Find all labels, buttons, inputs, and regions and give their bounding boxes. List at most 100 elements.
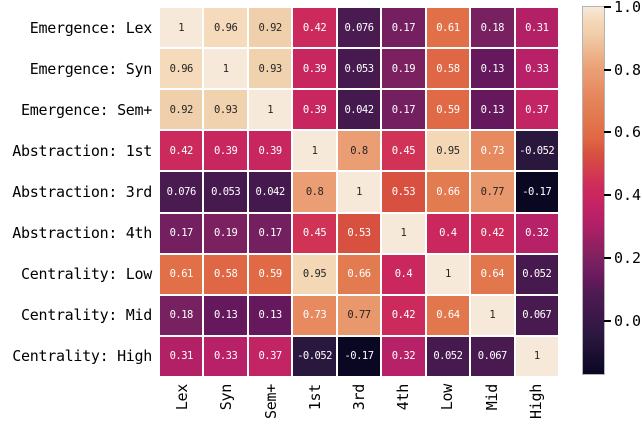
heatmap-grid: 1 0.96 0.92 0.42 0.076 0.17 0.61 0.18 0.31 0.96 1 0… bbox=[160, 8, 558, 376]
heatmap-cell: 1 bbox=[382, 213, 425, 253]
heatmap-cell: 0.93 bbox=[204, 90, 247, 130]
heatmap-cell: 0.052 bbox=[426, 336, 470, 376]
heatmap-cell: 0.076 bbox=[337, 8, 381, 48]
x-tick-label: Lex bbox=[173, 384, 192, 411]
heatmap-cell: 0.42 bbox=[471, 213, 514, 253]
heatmap-cell: 0.96 bbox=[204, 8, 247, 48]
heatmap-cell: 0.052 bbox=[515, 254, 558, 294]
heatmap-cell: 0.37 bbox=[515, 90, 558, 130]
colorbar-tick-mark bbox=[604, 319, 611, 322]
colorbar-tick-label: 1.0 bbox=[614, 0, 642, 16]
x-tick-label-slot: Sem+ bbox=[248, 377, 292, 427]
heatmap-cell: 0.95 bbox=[293, 254, 336, 294]
x-tick-label: 3rd bbox=[349, 384, 368, 411]
x-axis-tick-labels: Lex Syn Sem+ 1st 3rd 4th Low Mid High bbox=[160, 377, 558, 427]
heatmap-cell: 0.17 bbox=[382, 8, 425, 48]
heatmap-cell: 0.4 bbox=[426, 213, 470, 253]
colorbar-tick-mark bbox=[604, 256, 611, 259]
heatmap-cell: 0.58 bbox=[204, 254, 247, 294]
heatmap-cell: 0.77 bbox=[471, 172, 514, 212]
x-tick-label: Syn bbox=[217, 384, 236, 411]
x-tick-label-slot: 3rd bbox=[337, 377, 381, 427]
y-tick-label: Emergence: Lex bbox=[29, 19, 153, 38]
x-tick-label: Low bbox=[438, 384, 457, 411]
heatmap-cell: 0.53 bbox=[337, 213, 381, 253]
y-tick-label: Abstraction: 3rd bbox=[12, 183, 152, 201]
heatmap-cell: 0.33 bbox=[204, 336, 247, 376]
heatmap-cell: 0.42 bbox=[160, 131, 203, 171]
heatmap-cell: 0.19 bbox=[382, 49, 425, 89]
y-tick-label: Centrality: Low bbox=[21, 264, 152, 283]
x-tick-label-slot: 1st bbox=[293, 377, 337, 427]
colorbar-tick-label: 0.0 bbox=[614, 311, 642, 330]
heatmap-cell: 0.13 bbox=[471, 90, 514, 130]
heatmap-cell: 0.39 bbox=[293, 90, 336, 130]
heatmap-cell: 0.17 bbox=[248, 213, 292, 253]
colorbar-gradient bbox=[582, 6, 605, 375]
heatmap-cell: 0.32 bbox=[382, 336, 425, 376]
heatmap-cell: 0.042 bbox=[248, 172, 292, 212]
x-tick-label-slot: Mid bbox=[470, 377, 514, 427]
heatmap-cell: 0.45 bbox=[293, 213, 336, 253]
heatmap-cell: 0.8 bbox=[293, 172, 336, 212]
heatmap-cell: 0.067 bbox=[471, 336, 514, 376]
y-tick-label: Emergence: Syn bbox=[29, 60, 153, 79]
heatmap-cell: 0.61 bbox=[426, 8, 470, 48]
colorbar-tick-label: 0.4 bbox=[614, 186, 642, 205]
heatmap-cell: 1 bbox=[248, 90, 292, 130]
y-tick-label: Abstraction: 1st bbox=[12, 142, 152, 161]
heatmap-cell: 0.18 bbox=[160, 295, 203, 335]
heatmap-cell: 0.37 bbox=[248, 336, 292, 376]
heatmap-cell: 0.053 bbox=[204, 172, 247, 212]
heatmap-cell: -0.17 bbox=[337, 336, 381, 376]
heatmap-cell: 0.17 bbox=[382, 90, 425, 130]
x-tick-label-slot: Syn bbox=[204, 377, 248, 427]
heatmap-cell: 0.13 bbox=[248, 295, 292, 335]
x-tick-label-slot: 4th bbox=[381, 377, 425, 427]
heatmap-cell: -0.052 bbox=[293, 336, 336, 376]
x-tick-label: 1st bbox=[305, 384, 324, 411]
heatmap-cell: 0.32 bbox=[515, 213, 558, 253]
heatmap-cell: 0.39 bbox=[204, 131, 247, 171]
heatmap-cell: 0.59 bbox=[248, 254, 292, 294]
y-tick-label: Centrality: High bbox=[12, 346, 152, 365]
colorbar-tick-mark bbox=[604, 131, 611, 134]
colorbar-tick-mark bbox=[604, 6, 611, 8]
heatmap-cell: 0.96 bbox=[160, 49, 203, 89]
heatmap-cell: 0.042 bbox=[337, 90, 381, 130]
heatmap-cell: 0.31 bbox=[515, 8, 558, 48]
heatmap-cell: 0.18 bbox=[471, 8, 514, 48]
heatmap-cell: 0.92 bbox=[160, 90, 203, 130]
heatmap-cell: 0.95 bbox=[426, 131, 470, 171]
x-tick-label: High bbox=[526, 384, 545, 419]
heatmap-cell: 0.42 bbox=[293, 8, 336, 48]
heatmap-cell: 1 bbox=[160, 8, 203, 48]
colorbar-tick-label: 0.2 bbox=[614, 248, 642, 267]
heatmap-cell: 0.73 bbox=[471, 131, 514, 171]
x-tick-label-slot: Low bbox=[425, 377, 469, 427]
y-tick-label: Centrality: Mid bbox=[21, 305, 152, 324]
heatmap-cell: 0.19 bbox=[204, 213, 247, 253]
x-tick-label-slot: High bbox=[514, 377, 558, 427]
heatmap-cell: 0.076 bbox=[160, 172, 203, 212]
heatmap-cell: 1 bbox=[426, 254, 470, 294]
x-tick-label: 4th bbox=[394, 384, 413, 411]
x-tick-label-slot: Lex bbox=[160, 377, 204, 427]
colorbar-tick-label: 0.8 bbox=[614, 60, 642, 79]
heatmap-cell: 0.45 bbox=[382, 131, 425, 171]
heatmap-cell: 0.73 bbox=[293, 295, 336, 335]
heatmap-cell: 0.33 bbox=[515, 49, 558, 89]
heatmap-cell: 0.17 bbox=[160, 213, 203, 253]
heatmap-cell: 0.64 bbox=[471, 254, 514, 294]
heatmap-cell: 0.13 bbox=[204, 295, 247, 335]
heatmap-cell: -0.052 bbox=[515, 131, 558, 171]
heatmap-cell: 0.59 bbox=[426, 90, 470, 130]
y-tick-label: Emergence: Sem+ bbox=[21, 101, 152, 120]
heatmap-cell: 0.8 bbox=[337, 131, 381, 171]
heatmap-cell: 0.42 bbox=[382, 295, 425, 335]
heatmap-cell: 0.92 bbox=[248, 8, 292, 48]
heatmap-cell: 0.53 bbox=[382, 172, 425, 212]
heatmap-cell: 0.4 bbox=[382, 254, 425, 294]
heatmap-cell: 0.61 bbox=[160, 254, 203, 294]
